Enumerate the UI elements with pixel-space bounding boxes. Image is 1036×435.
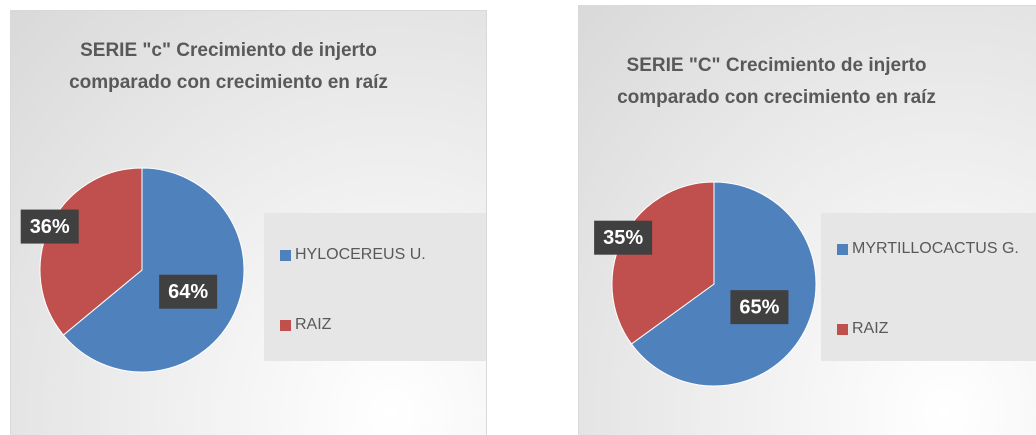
chart-title: SERIE "c" Crecimiento de injerto compara… (69, 40, 388, 93)
data-label-box (159, 274, 218, 309)
data-label: 35% (603, 227, 643, 249)
data-label: 65% (739, 296, 779, 318)
legend-item: HYLOCEREUS U. (280, 242, 480, 268)
legend-label: MYRTILLOCACTUS G. (852, 240, 1019, 257)
data-label-box (20, 209, 79, 244)
legend: MYRTILLOCACTUS G. RAIZ (821, 213, 1036, 361)
legend-swatch (280, 250, 291, 261)
chart-panel: SERIE "C" Crecimiento de injerto compara… (578, 5, 1036, 435)
pie-slice (630, 181, 817, 387)
legend-label: RAIZ (852, 320, 889, 337)
data-label: 64% (168, 281, 208, 303)
pie: 65% 35% (594, 181, 817, 387)
legend-item: RAIZ (837, 316, 1031, 342)
legend: HYLOCEREUS U. RAIZ (264, 213, 486, 361)
legend-item: MYRTILLOCACTUS G. (837, 236, 1031, 262)
legend-label: RAIZ (295, 316, 332, 333)
chart-panel: SERIE "c" Crecimiento de injerto compara… (10, 10, 487, 435)
legend-swatch (837, 324, 848, 335)
legend-item: RAIZ (280, 312, 480, 338)
pie-slice (62, 167, 245, 373)
legend-swatch (837, 244, 848, 255)
data-label: 36% (30, 216, 70, 238)
legend-swatch (280, 320, 291, 331)
chart-title: SERIE "C" Crecimiento de injerto compara… (617, 55, 936, 108)
data-label-box (594, 220, 653, 255)
legend-label: HYLOCEREUS U. (295, 246, 426, 263)
data-label-box (730, 290, 789, 325)
pie: 64% 36% (20, 167, 245, 373)
